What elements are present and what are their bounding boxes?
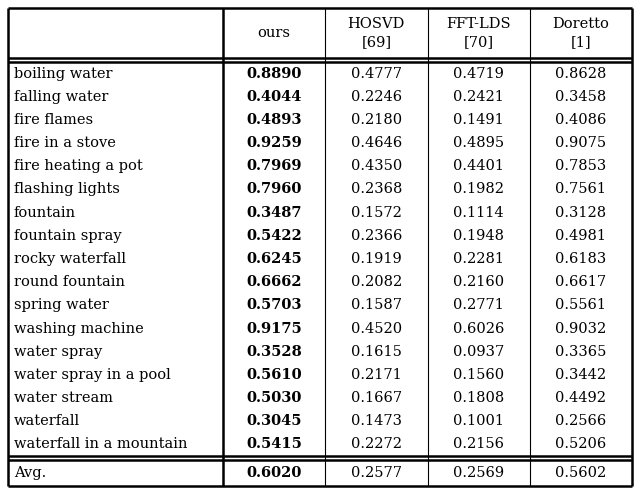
Text: 0.1560: 0.1560 [453, 368, 504, 382]
Text: 0.4401: 0.4401 [453, 159, 504, 173]
Text: 0.5415: 0.5415 [246, 437, 302, 452]
Text: 0.2577: 0.2577 [351, 466, 402, 480]
Text: 0.1667: 0.1667 [351, 391, 402, 405]
Text: ours: ours [258, 26, 291, 40]
Text: 0.4777: 0.4777 [351, 67, 402, 81]
Text: 0.3128: 0.3128 [556, 206, 607, 220]
Text: 0.3487: 0.3487 [246, 206, 302, 220]
Text: 0.2246: 0.2246 [351, 90, 402, 104]
Text: 0.0937: 0.0937 [453, 345, 504, 359]
Text: 0.3045: 0.3045 [246, 414, 302, 428]
Text: 0.9259: 0.9259 [246, 136, 302, 150]
Text: 0.2082: 0.2082 [351, 275, 402, 289]
Text: 0.3528: 0.3528 [246, 345, 302, 359]
Text: 0.5610: 0.5610 [246, 368, 302, 382]
Text: 0.5703: 0.5703 [246, 298, 302, 312]
Text: 0.7960: 0.7960 [246, 182, 302, 197]
Text: 0.1114: 0.1114 [453, 206, 504, 220]
Text: 0.4981: 0.4981 [556, 229, 606, 243]
Text: 0.5206: 0.5206 [556, 437, 607, 452]
Text: fire flames: fire flames [14, 113, 93, 127]
Text: 0.3365: 0.3365 [555, 345, 607, 359]
Text: 0.1919: 0.1919 [351, 252, 402, 266]
Text: rocky waterfall: rocky waterfall [14, 252, 126, 266]
Text: water spray in a pool: water spray in a pool [14, 368, 171, 382]
Text: 0.1491: 0.1491 [453, 113, 504, 127]
Text: 0.5030: 0.5030 [246, 391, 302, 405]
Text: 0.6617: 0.6617 [556, 275, 607, 289]
Text: waterfall: waterfall [14, 414, 80, 428]
Text: 0.5422: 0.5422 [246, 229, 302, 243]
Text: 0.4646: 0.4646 [351, 136, 402, 150]
Text: water stream: water stream [14, 391, 113, 405]
Text: 0.2272: 0.2272 [351, 437, 402, 452]
Text: 0.1808: 0.1808 [453, 391, 504, 405]
Text: 0.8890: 0.8890 [246, 67, 302, 81]
Text: 0.1001: 0.1001 [453, 414, 504, 428]
Text: waterfall in a mountain: waterfall in a mountain [14, 437, 188, 452]
Text: 0.1572: 0.1572 [351, 206, 402, 220]
Text: 0.4086: 0.4086 [555, 113, 607, 127]
Text: 0.1473: 0.1473 [351, 414, 402, 428]
Text: 0.6026: 0.6026 [453, 322, 504, 335]
Text: 0.2569: 0.2569 [453, 466, 504, 480]
Text: 0.2160: 0.2160 [453, 275, 504, 289]
Text: 0.9032: 0.9032 [556, 322, 607, 335]
Text: water spray: water spray [14, 345, 102, 359]
Text: 0.6662: 0.6662 [246, 275, 302, 289]
Text: 0.4520: 0.4520 [351, 322, 402, 335]
Text: falling water: falling water [14, 90, 108, 104]
Text: 0.2281: 0.2281 [453, 252, 504, 266]
Text: 0.4895: 0.4895 [453, 136, 504, 150]
Text: fountain: fountain [14, 206, 76, 220]
Text: Avg.: Avg. [14, 466, 46, 480]
Text: round fountain: round fountain [14, 275, 125, 289]
Text: 0.3442: 0.3442 [556, 368, 607, 382]
Text: 0.2566: 0.2566 [556, 414, 607, 428]
Text: spring water: spring water [14, 298, 109, 312]
Text: 0.9175: 0.9175 [246, 322, 302, 335]
Text: 0.4350: 0.4350 [351, 159, 402, 173]
Text: fire in a stove: fire in a stove [14, 136, 116, 150]
Text: 0.2421: 0.2421 [453, 90, 504, 104]
Text: boiling water: boiling water [14, 67, 113, 81]
Text: 0.4492: 0.4492 [556, 391, 606, 405]
Text: Doretto
[1]: Doretto [1] [552, 17, 609, 49]
Text: HOSVD
[69]: HOSVD [69] [348, 17, 405, 49]
Text: 0.2366: 0.2366 [351, 229, 402, 243]
Text: 0.8628: 0.8628 [555, 67, 607, 81]
Text: 0.7969: 0.7969 [246, 159, 302, 173]
Text: flashing lights: flashing lights [14, 182, 120, 197]
Text: 0.4044: 0.4044 [246, 90, 302, 104]
Text: 0.1615: 0.1615 [351, 345, 402, 359]
Text: 0.7853: 0.7853 [556, 159, 607, 173]
Text: FFT-LDS
[70]: FFT-LDS [70] [446, 17, 511, 49]
Text: 0.2156: 0.2156 [453, 437, 504, 452]
Text: 0.6245: 0.6245 [246, 252, 302, 266]
Text: 0.5602: 0.5602 [556, 466, 607, 480]
Text: 0.9075: 0.9075 [556, 136, 607, 150]
Text: washing machine: washing machine [14, 322, 144, 335]
Text: 0.4893: 0.4893 [246, 113, 302, 127]
Text: 0.1587: 0.1587 [351, 298, 402, 312]
Text: 0.5561: 0.5561 [556, 298, 606, 312]
Text: fire heating a pot: fire heating a pot [14, 159, 143, 173]
Text: 0.3458: 0.3458 [556, 90, 607, 104]
Text: 0.2368: 0.2368 [351, 182, 402, 197]
Text: 0.6020: 0.6020 [246, 466, 302, 480]
Text: 0.6183: 0.6183 [556, 252, 607, 266]
Text: 0.4719: 0.4719 [453, 67, 504, 81]
Text: 0.1982: 0.1982 [453, 182, 504, 197]
Text: fountain spray: fountain spray [14, 229, 122, 243]
Text: 0.2171: 0.2171 [351, 368, 402, 382]
Text: 0.2180: 0.2180 [351, 113, 402, 127]
Text: 0.1948: 0.1948 [453, 229, 504, 243]
Text: 0.7561: 0.7561 [556, 182, 606, 197]
Text: 0.2771: 0.2771 [453, 298, 504, 312]
